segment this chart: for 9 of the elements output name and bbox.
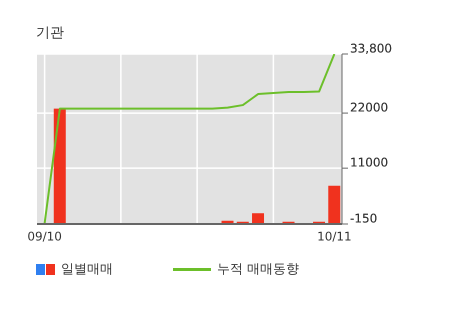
y-tick-label: 33,800 (350, 41, 392, 56)
legend-label: 누적 매매동향 (217, 261, 300, 278)
chart-title: 기관 (35, 24, 65, 41)
y-tick-label: 22000 (350, 100, 388, 114)
x-tick-label: 10/11 (317, 230, 352, 244)
x-tick-label: 09/10 (27, 230, 62, 244)
y-tick-label: 11000 (350, 155, 388, 170)
legend-label: 일별매매 (61, 261, 113, 278)
y-tick-label: -150 (350, 211, 378, 226)
